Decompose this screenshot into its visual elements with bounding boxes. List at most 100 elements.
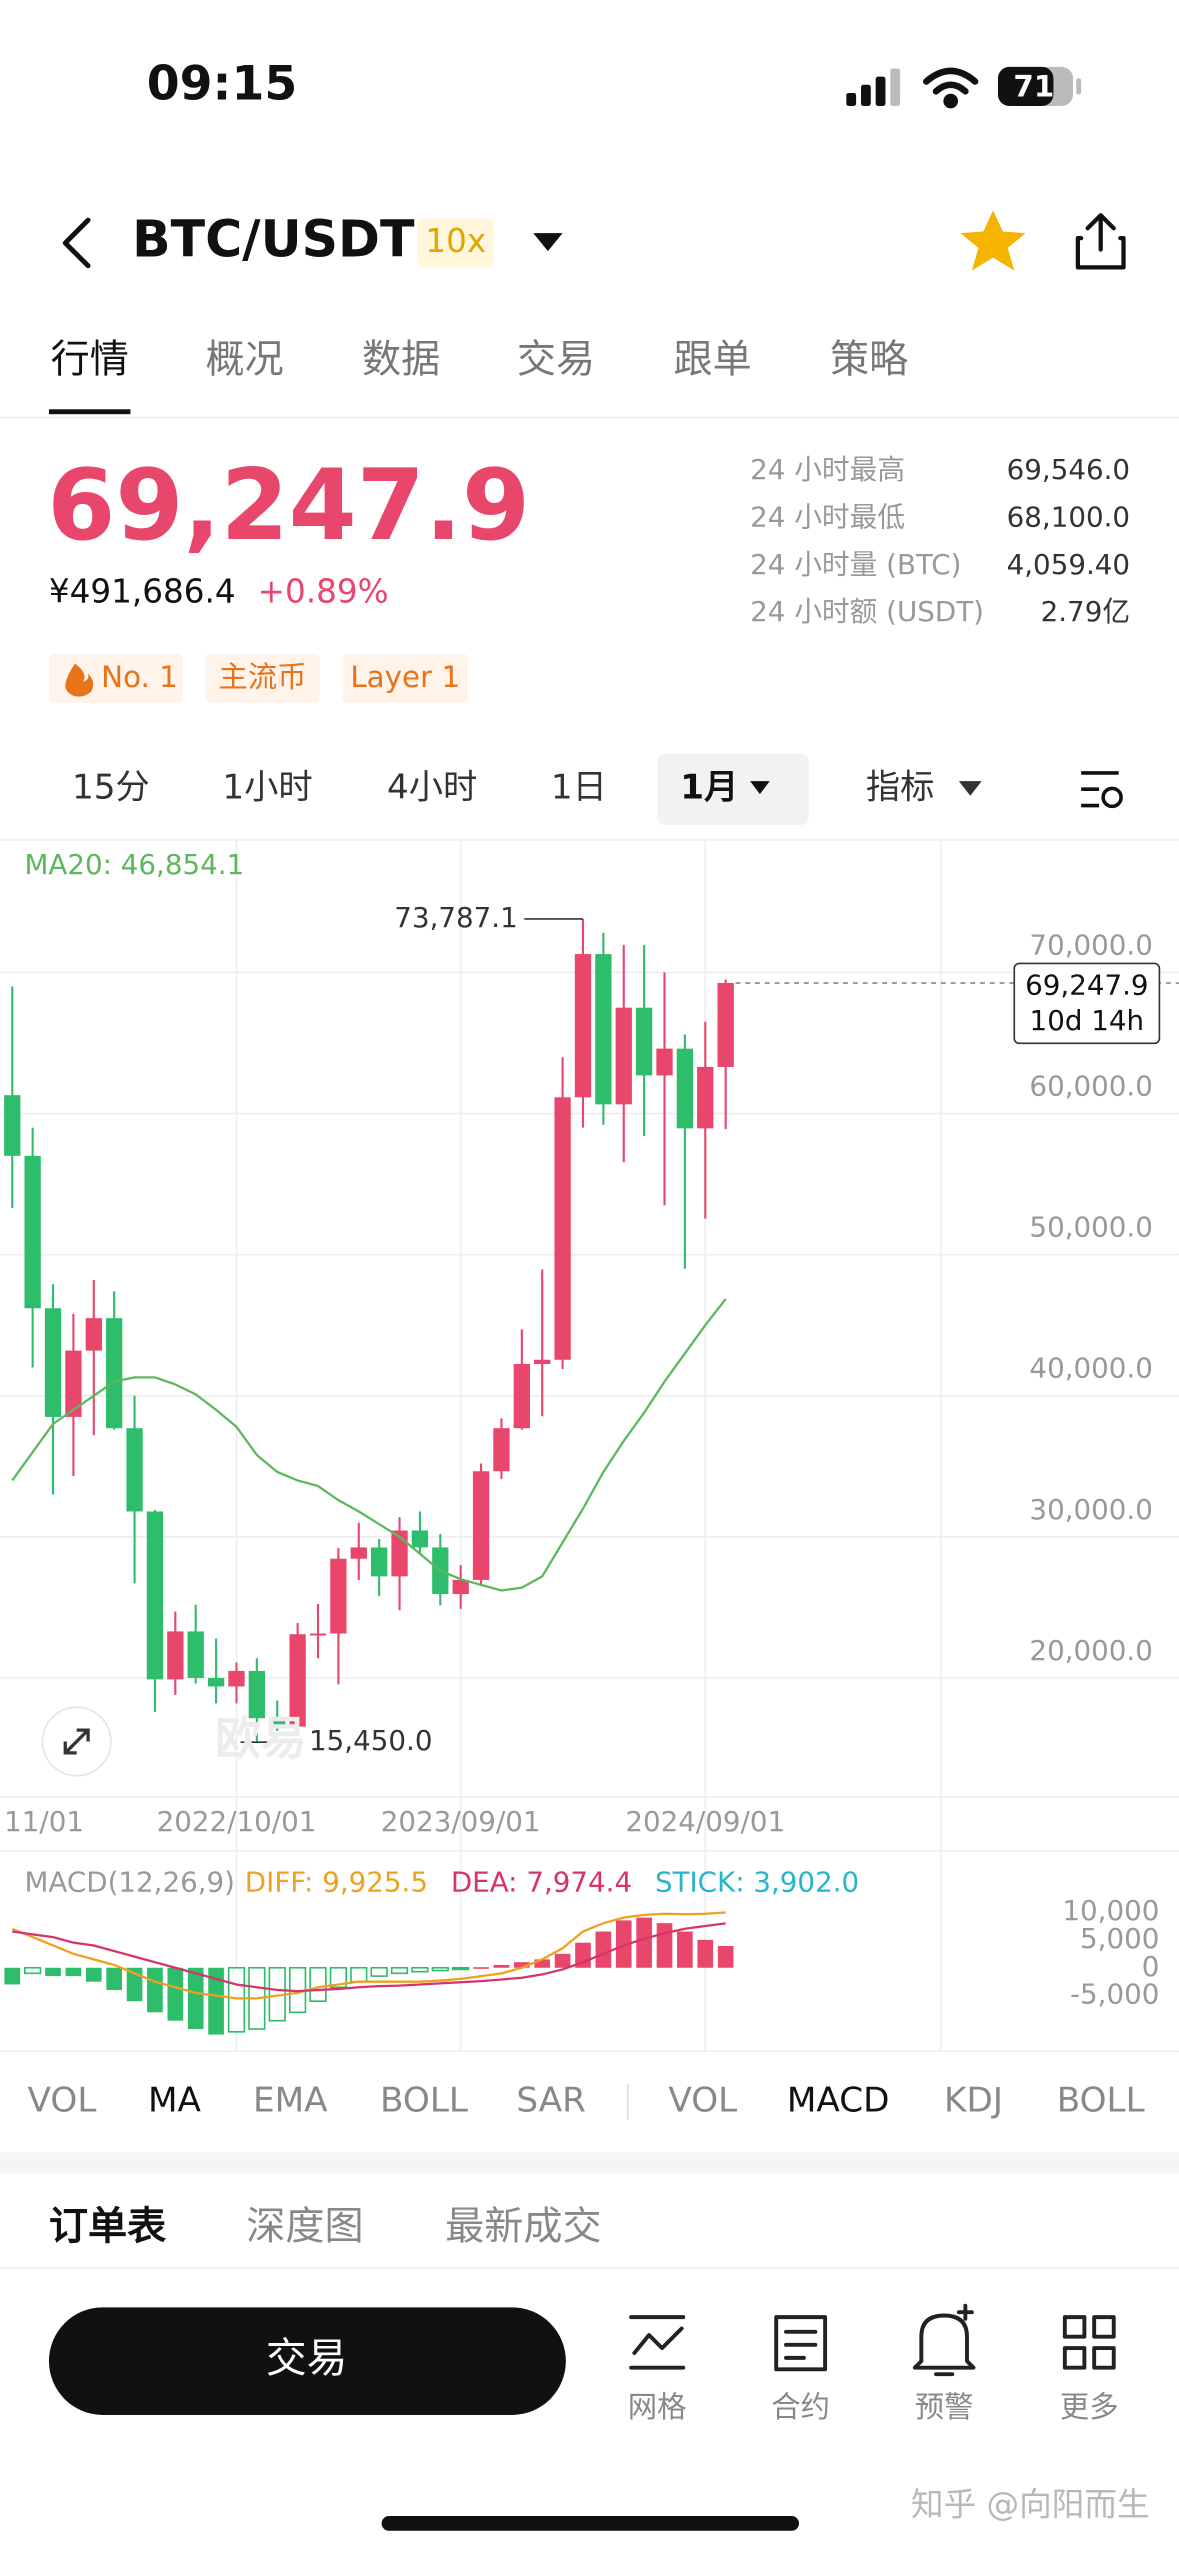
tag-bg <box>205 653 320 703</box>
bottom-label[interactable]: 合约 <box>771 2390 830 2424</box>
tab[interactable]: 数据 <box>362 337 440 382</box>
candle-body <box>370 1547 388 1577</box>
tab[interactable]: 概况 <box>205 337 283 382</box>
chart-watermark: 欧易 <box>215 1712 306 1765</box>
max-label: 73,787.1 <box>394 901 517 934</box>
macd-bar <box>717 1946 734 1968</box>
indicator[interactable]: VOL <box>28 2080 97 2120</box>
expand-button[interactable] <box>41 1706 112 1777</box>
chart-settings[interactable] <box>1081 771 1123 809</box>
macd-title: MACD(12,26,9) <box>24 1865 235 1898</box>
price-change: +0.89% <box>258 573 389 611</box>
candle-body <box>717 983 734 1067</box>
macd-line <box>12 1922 726 1993</box>
candle-body <box>676 1048 694 1129</box>
order-tab[interactable]: 订单表 <box>49 2205 167 2250</box>
indicator[interactable]: VOL <box>668 2080 737 2120</box>
candle-body <box>65 1350 82 1417</box>
indicator[interactable]: BOLL <box>1057 2080 1145 2120</box>
tab[interactable]: 策略 <box>830 337 908 382</box>
battery-icon: 71 <box>997 66 1082 106</box>
stat-label: 24 小时最低 <box>750 501 905 534</box>
order-tabs: 订单表 深度图 最新成交 <box>49 2205 602 2250</box>
macd-bar <box>45 1967 61 1977</box>
indicator[interactable]: EMA <box>253 2080 328 2120</box>
dropdown-arrow <box>750 781 770 795</box>
tab[interactable]: 跟单 <box>673 337 751 382</box>
symbol[interactable]: BTC/USDT <box>132 209 415 268</box>
candle-body <box>391 1530 408 1577</box>
status-time: 09:15 <box>147 56 297 111</box>
alert-icon[interactable] <box>912 2303 976 2377</box>
interval[interactable]: 1日 <box>551 768 607 808</box>
macd-bar <box>350 1966 368 1983</box>
bottom-icons <box>629 2303 1116 2377</box>
x-tick-label: 11/01 <box>4 1805 84 1838</box>
macd-bar <box>187 1967 204 2030</box>
more-icon[interactable] <box>1062 2315 1116 2370</box>
share-button[interactable] <box>1075 213 1126 270</box>
candle-body <box>187 1631 204 1678</box>
symbol-dropdown[interactable] <box>533 233 563 252</box>
indicator[interactable]: BOLL <box>380 2080 468 2120</box>
macd-bar <box>106 1967 123 1991</box>
tab-indicator <box>48 409 131 415</box>
bottom-label[interactable]: 网格 <box>628 2390 687 2424</box>
candle-body <box>4 1095 21 1156</box>
tab[interactable]: 交易 <box>517 337 595 382</box>
contract-icon[interactable] <box>774 2315 828 2372</box>
y-tick-label: 20,000.0 <box>1029 1634 1152 1667</box>
macd-legend: DIFF: 9,925.5 <box>245 1865 428 1898</box>
candle-body <box>452 1579 469 1595</box>
macd-bar <box>473 1967 489 1969</box>
macd-bar <box>147 1967 163 2013</box>
ma-line <box>11 1298 727 1592</box>
macd-bar <box>554 1953 571 1968</box>
interval[interactable]: 4小时 <box>387 768 477 808</box>
indicator-menu[interactable]: 指标 <box>866 768 934 808</box>
countdown-label: 10d 14h <box>1030 1004 1145 1037</box>
interval-bar: 15分 1小时 4小时 1日 1月 指标 <box>72 768 934 808</box>
battery-level: 71 <box>1013 70 1054 104</box>
indicator[interactable]: MACD <box>787 2080 890 2120</box>
indicator[interactable]: MA <box>148 2080 202 2120</box>
candle-body <box>472 1471 490 1580</box>
candle-body <box>697 1066 714 1129</box>
candle-body <box>248 1670 266 1719</box>
trade-button[interactable] <box>48 2307 566 2415</box>
interval[interactable]: 1月 <box>680 768 738 808</box>
grid-icon[interactable] <box>629 2315 686 2370</box>
macd-bar <box>227 1966 246 2033</box>
candle-body <box>126 1428 143 1512</box>
candle-body <box>269 1718 286 1727</box>
macd-bar <box>390 1966 409 1975</box>
y-tick-label: 50,000.0 <box>1029 1211 1152 1244</box>
trade-button-label[interactable]: 交易 <box>266 2334 348 2382</box>
y-tick-label: 40,000.0 <box>1029 1352 1152 1385</box>
interval[interactable]: 1小时 <box>222 768 312 808</box>
tab[interactable]: 行情 <box>51 337 129 382</box>
back-button[interactable] <box>62 217 91 269</box>
interval[interactable]: 15分 <box>72 768 150 808</box>
bottom-label[interactable]: 预警 <box>915 2390 974 2424</box>
indicator[interactable]: KDJ <box>944 2080 1003 2120</box>
order-tab[interactable]: 深度图 <box>246 2205 363 2250</box>
macd-bar <box>329 1966 348 1989</box>
macd-bar <box>452 1966 470 1971</box>
dropdown-arrow <box>958 781 982 796</box>
macd-bar <box>514 1962 530 1968</box>
macd-bar <box>370 1966 388 1977</box>
order-tab[interactable]: 最新成交 <box>445 2205 601 2250</box>
macd-bar <box>24 1966 42 1975</box>
candle-body <box>513 1363 530 1429</box>
candle-body <box>106 1318 123 1429</box>
macd-legend: DEA: 7,974.4 <box>451 1865 632 1898</box>
stat-value: 69,546.0 <box>1007 453 1130 486</box>
candle-body <box>656 1048 673 1076</box>
candle-body <box>534 1359 551 1364</box>
bottom-label[interactable]: 更多 <box>1060 2390 1119 2424</box>
favorite-star[interactable] <box>960 210 1026 271</box>
last-price: 69,247.9 <box>47 449 530 563</box>
candle-body <box>146 1511 164 1680</box>
indicator[interactable]: SAR <box>516 2080 586 2120</box>
